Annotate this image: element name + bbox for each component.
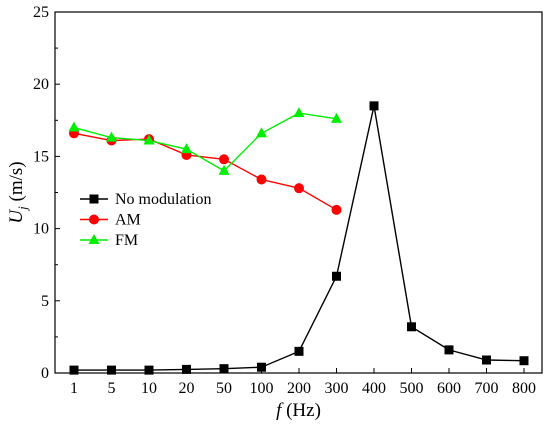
data-point xyxy=(369,101,379,111)
series-line-0 xyxy=(74,105,525,371)
data-point xyxy=(256,127,267,138)
x-tick-label: 10 xyxy=(141,380,157,397)
x-tick-label: 200 xyxy=(287,380,311,397)
data-point xyxy=(68,121,80,132)
legend-label-0: No modulation xyxy=(115,191,211,208)
y-axis-label: Uj (m/s) xyxy=(6,161,30,223)
x-tick-label: 100 xyxy=(250,380,274,397)
data-point xyxy=(331,204,342,215)
legend-label-1: AM xyxy=(115,212,141,229)
x-tick-label: 50 xyxy=(216,380,232,397)
x-tick-label: 1 xyxy=(70,380,78,397)
y-axis-label-subscript: j xyxy=(15,206,30,212)
data-point xyxy=(332,271,341,281)
data-point xyxy=(482,355,491,365)
y-tick-label: 5 xyxy=(41,293,49,310)
data-point xyxy=(331,112,342,123)
y-axis-label-unit: (m/s) xyxy=(6,161,27,206)
y-tick-label: 10 xyxy=(33,221,49,238)
data-point xyxy=(257,362,266,372)
data-point xyxy=(106,131,117,142)
x-tick-label: 800 xyxy=(512,380,536,397)
x-tick-label: 300 xyxy=(325,380,349,397)
x-tick-label: 700 xyxy=(475,380,499,397)
x-axis-label: f (Hz) xyxy=(276,400,321,421)
x-tick-label: 5 xyxy=(108,380,116,397)
y-axis-label-symbol: U xyxy=(6,209,27,224)
series-line-2 xyxy=(73,112,337,172)
x-axis-label-symbol: f xyxy=(276,400,284,421)
x-tick-label: 500 xyxy=(400,380,424,397)
data-point xyxy=(143,134,155,145)
data-point xyxy=(444,345,454,355)
legend-marker-0 xyxy=(89,194,99,204)
y-tick-label: 25 xyxy=(33,4,49,21)
data-point xyxy=(218,164,230,175)
legend: No modulation AM FM xyxy=(80,191,211,249)
y-tick-label: 15 xyxy=(33,148,49,165)
x-tick-label: 400 xyxy=(362,380,386,397)
legend-marker-1 xyxy=(89,214,99,225)
axes-layer: 1 5 10 20 50 100 200 300 400 500 600 700 80005101520… xyxy=(33,4,543,397)
data-point xyxy=(519,356,529,366)
legend-label-2: FM xyxy=(115,232,138,249)
data-point xyxy=(294,346,304,356)
series-layer xyxy=(68,101,529,375)
data-point xyxy=(256,174,267,185)
data-point xyxy=(181,143,192,154)
x-axis-label-unit: (Hz) xyxy=(281,400,321,421)
data-point xyxy=(294,183,304,194)
x-tick-label: 20 xyxy=(179,380,195,397)
y-tick-label: 0 xyxy=(41,365,49,382)
legend-marker-2 xyxy=(88,234,100,244)
x-tick-label: 600 xyxy=(437,380,461,397)
y-tick-label: 20 xyxy=(33,76,49,93)
data-point xyxy=(407,322,416,332)
data-point xyxy=(293,107,305,118)
data-point xyxy=(219,154,229,165)
series-line-1 xyxy=(73,132,337,211)
